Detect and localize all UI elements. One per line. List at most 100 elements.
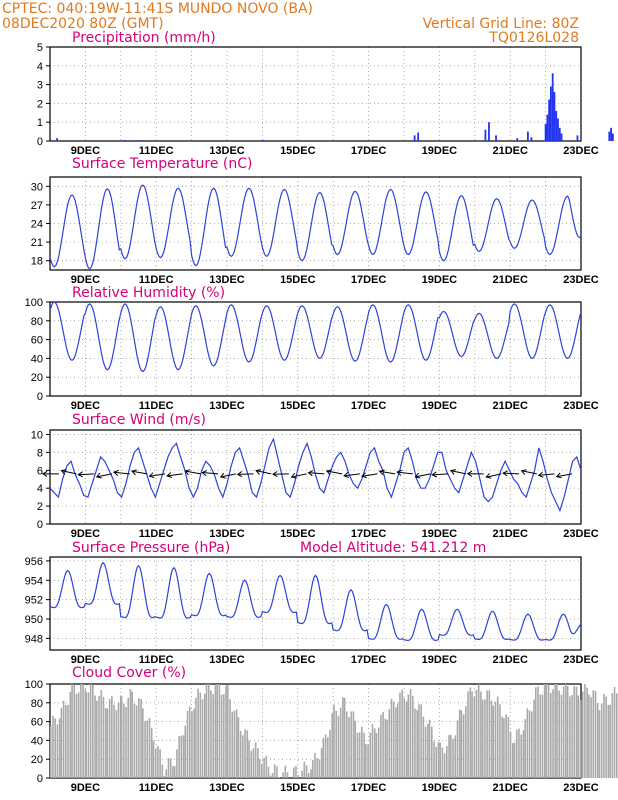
wind-arrow: [185, 470, 201, 475]
cloud-bar: [188, 706, 191, 778]
wind-xtick-label: 17DEC: [351, 528, 387, 540]
precip-bar: [261, 140, 264, 141]
cloud-bar: [539, 694, 542, 778]
wind-arrow-head: [148, 472, 155, 479]
cloud-bar: [558, 690, 561, 778]
cloud-bar: [214, 685, 217, 778]
wind-arrow: [503, 472, 520, 475]
temp-ytick-label: 27: [31, 200, 43, 212]
wind-xtick-label: 13DEC: [209, 528, 245, 540]
wind-ytick-label: 10: [31, 429, 43, 441]
cloud-cover-panel: Cloud Cover (%) 0 20 40 60 80 100 9DEC 11DEC 13D…: [25, 665, 618, 794]
temp-ytick-label: 30: [31, 181, 43, 193]
precip-bar: [611, 133, 614, 141]
temp-frame: [49, 176, 582, 271]
cloud-xtick-label: 23DEC: [563, 782, 599, 794]
cloud-bar: [603, 693, 605, 778]
cloud-bar: [165, 769, 168, 778]
cloud-bar: [314, 753, 316, 778]
cloud-bar: [562, 686, 565, 778]
cloud-bar: [450, 734, 452, 778]
cloud-bar: [550, 692, 552, 778]
cloud-bar: [615, 693, 618, 778]
wind-arrow: [113, 471, 130, 475]
cloud-bar: [106, 708, 109, 778]
cloud-bar: [223, 694, 225, 778]
humidity-panel: Relative Humidity (%) 0 20 40 60 80 100 9DEC 11…: [25, 285, 599, 412]
cloud-bar: [598, 710, 601, 778]
temperature-title: Surface Temperature (nC): [72, 156, 253, 172]
cloud-bar: [191, 711, 193, 778]
wind-xtick-label: 11DEC: [139, 528, 174, 540]
cloud-bar: [331, 713, 334, 778]
cloud-bar: [454, 735, 457, 778]
wind-arrow-head: [520, 469, 527, 475]
cloud-bar: [534, 687, 537, 778]
cloud-bar: [210, 690, 212, 778]
cloud-bar: [54, 718, 57, 778]
rh-xtick-label: 17DEC: [351, 400, 387, 412]
pres-ytick-label: 948: [25, 633, 43, 645]
cloud-bar: [418, 704, 420, 778]
wind-arrow: [326, 470, 343, 475]
cloud-bar: [543, 684, 546, 778]
cloud-bar: [427, 723, 429, 778]
cloud-bar: [207, 684, 210, 778]
cloud-bar: [252, 748, 255, 778]
wind-arrow-head: [184, 469, 191, 476]
cloud-bar: [396, 703, 399, 778]
cloud-bar: [320, 748, 323, 778]
cloud-bar: [80, 684, 82, 778]
cloud-bar: [242, 735, 244, 778]
wind-xtick-label: 19DEC: [422, 528, 458, 540]
wind-arrow-head: [112, 469, 119, 476]
cloud-bar: [428, 719, 431, 778]
rh-xtick-label: 15DEC: [280, 400, 316, 412]
cloud-bar: [233, 710, 236, 778]
station-label: CPTEC: 040:19W-11:41S MUNDO NOVO (BA): [2, 1, 313, 17]
precip-bar: [558, 127, 561, 141]
cloud-bar: [596, 703, 599, 778]
pres-ytick-label: 952: [25, 595, 43, 607]
cloud-bar: [201, 699, 204, 778]
cloud-bar: [75, 694, 78, 778]
cloud-ytick-label: 60: [31, 717, 43, 729]
cloud-bar: [592, 690, 595, 778]
cloud-bar: [273, 764, 276, 778]
cloud-bar: [554, 684, 557, 778]
precip-bar: [137, 140, 140, 141]
cloud-bar: [467, 691, 469, 778]
rh-ytick-label: 100: [25, 297, 43, 309]
cloud-bar: [113, 704, 115, 778]
pres-xtick-label: 9DEC: [71, 654, 100, 666]
cloud-bar: [303, 761, 306, 778]
pres-ytick-label: 954: [25, 575, 43, 587]
precip-bar: [576, 135, 579, 141]
date-label: 08DEC2020 80Z (GMT): [2, 16, 164, 32]
precip-bar: [560, 133, 563, 141]
cloud-bar: [456, 720, 459, 778]
temperature-panel: Surface Temperature (nC) 18 21 24 27 30 9DEC 1…: [31, 156, 599, 286]
cloud-bar: [507, 717, 510, 778]
cloud-bar: [89, 684, 92, 778]
cloud-bar: [250, 750, 253, 778]
cloud-bar: [452, 738, 454, 778]
cloud-bar: [469, 687, 472, 778]
precip-bar: [555, 110, 558, 141]
cloud-bar: [148, 717, 151, 778]
cloud-bar: [119, 695, 122, 778]
cloud-bar: [269, 775, 272, 778]
cloud-bar: [361, 726, 363, 778]
cloud-bar: [176, 749, 178, 778]
rh-xtick-label: 19DEC: [422, 400, 458, 412]
precip-bar: [548, 99, 551, 141]
cloud-bar: [499, 704, 501, 778]
cloud-bar: [94, 695, 96, 778]
precipitation-title: Precipitation (mm/h): [72, 30, 216, 46]
cloud-bar: [600, 703, 603, 778]
cloud-bar: [125, 707, 127, 778]
wind-arrow: [361, 473, 378, 477]
wind-arrow-head: [166, 472, 173, 478]
cloud-bar: [199, 692, 202, 778]
cloud-bar: [386, 719, 388, 778]
